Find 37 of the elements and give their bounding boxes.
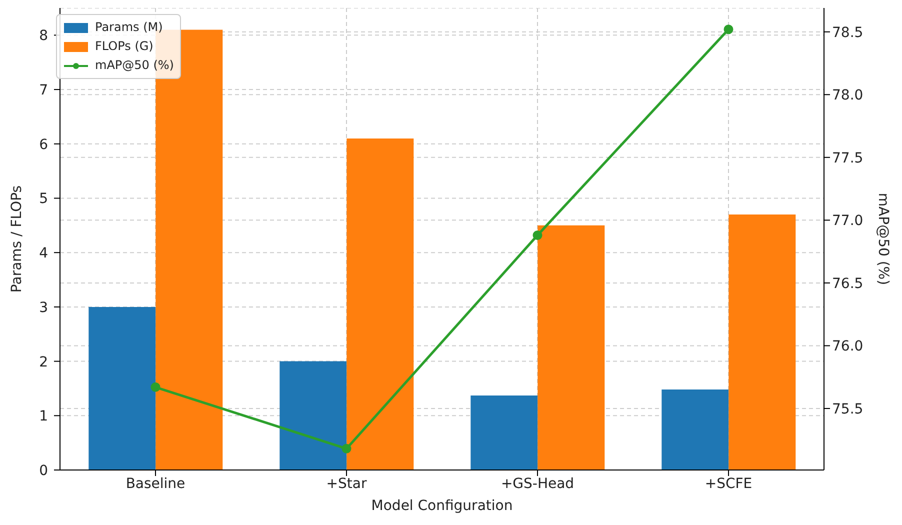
y-tick-label: 8 bbox=[39, 28, 48, 44]
point bbox=[724, 24, 734, 34]
y-tick-label: 4 bbox=[39, 246, 48, 262]
y-tick-label: 6 bbox=[39, 136, 48, 153]
y-tick-label: 7 bbox=[39, 82, 48, 99]
y2-tick-label: 78.0 bbox=[832, 88, 864, 104]
legend-label: mAP@50 (%) bbox=[95, 57, 174, 74]
x-axis-title: Model Configuration bbox=[371, 498, 513, 514]
y-tick-label: 2 bbox=[39, 354, 48, 370]
point bbox=[150, 382, 160, 392]
x-tick-label: +GS-Head bbox=[500, 476, 574, 492]
bar bbox=[728, 214, 796, 470]
y2-tick-label: 77.5 bbox=[832, 150, 864, 166]
y-tick-label: 1 bbox=[39, 408, 48, 425]
y2-axis-title: mAP@50 (%) bbox=[875, 192, 892, 286]
y-tick-label: 3 bbox=[39, 300, 48, 316]
y2-tick-label: 75.5 bbox=[832, 401, 864, 418]
point bbox=[342, 444, 352, 454]
bar bbox=[88, 306, 156, 470]
y2-tick-label: 76.5 bbox=[832, 276, 864, 292]
bar bbox=[538, 225, 605, 470]
x-tick-label: +Star bbox=[326, 476, 367, 492]
y2-tick-label: 76.0 bbox=[832, 338, 864, 355]
y-tick-label: 0 bbox=[39, 463, 48, 479]
point bbox=[532, 230, 542, 240]
y-tick-label: 5 bbox=[39, 191, 48, 208]
y2-tick-label: 78.5 bbox=[832, 24, 864, 41]
x-tick-label: +SCFE bbox=[704, 476, 752, 492]
legend-label: Params (M) bbox=[95, 19, 163, 36]
bar bbox=[662, 390, 729, 470]
bar bbox=[280, 361, 347, 470]
legend-label: FLOPs (G) bbox=[95, 38, 154, 55]
y2-tick-label: 77.0 bbox=[832, 213, 864, 230]
x-tick-label: Baseline bbox=[126, 476, 186, 492]
y-axis-title: Params / FLOPs bbox=[8, 185, 25, 293]
bar bbox=[470, 396, 538, 470]
bar bbox=[346, 138, 414, 470]
